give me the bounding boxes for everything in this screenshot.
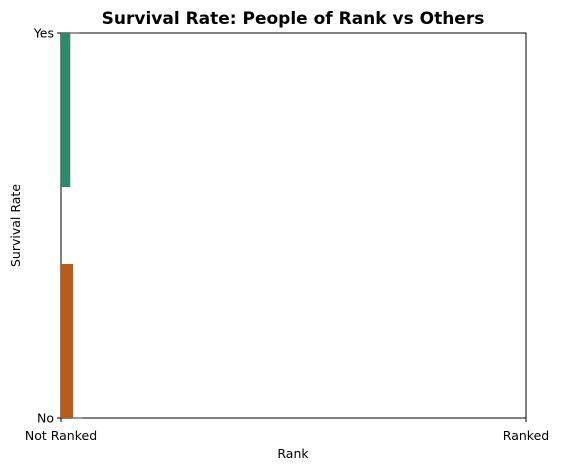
x-tick-label-0: Not Ranked	[25, 428, 97, 443]
bars-layer	[61, 32, 83, 419]
bar-series-0-1	[70, 32, 80, 34]
x-tick-label-1: Ranked	[503, 428, 549, 443]
chart-title: Survival Rate: People of Rank vs Others	[102, 9, 485, 29]
y-axis-label: Survival Rate	[8, 184, 23, 267]
y-axis-ticks: No Yes	[33, 26, 61, 426]
bar-series-1-1	[73, 417, 83, 419]
bar-series-1-0	[61, 264, 74, 418]
bar-series-0-0	[61, 33, 71, 187]
y-tick-label-1: Yes	[33, 26, 54, 41]
x-axis-label: Rank	[277, 446, 309, 461]
y-tick-label-0: No	[37, 411, 54, 426]
x-axis-ticks: Not Ranked Ranked	[25, 418, 549, 443]
plot-area-frame	[60, 32, 527, 419]
